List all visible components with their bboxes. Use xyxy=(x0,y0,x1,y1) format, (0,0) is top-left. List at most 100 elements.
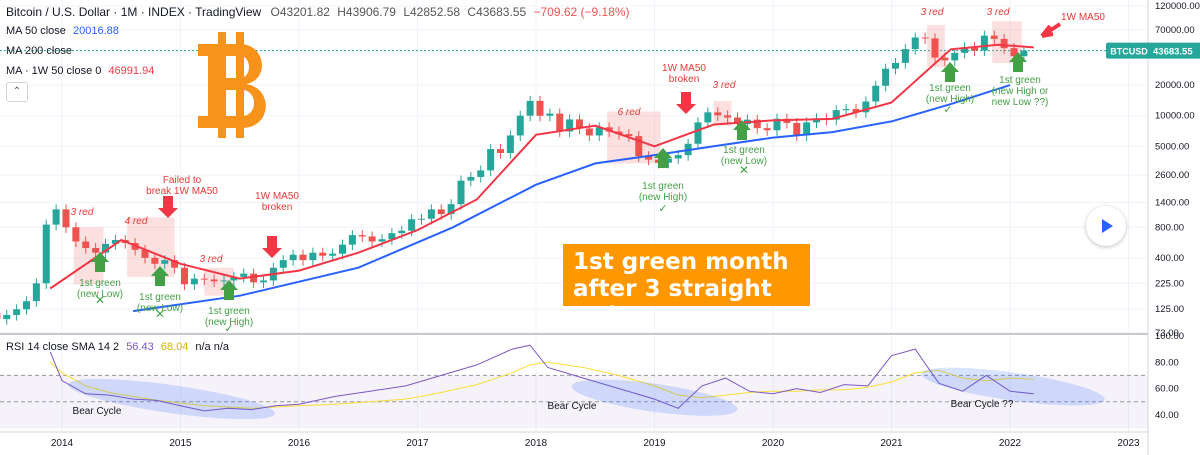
candle-body xyxy=(72,227,80,242)
candle-body xyxy=(418,218,425,220)
x-tick-label: 2023 xyxy=(1117,438,1140,449)
candle-body xyxy=(220,280,228,282)
first-green-label: new Low ??) xyxy=(992,97,1049,108)
ohlc-change: −709.62 (−9.18%) xyxy=(533,5,630,19)
candle-body xyxy=(803,122,811,136)
candle-body xyxy=(941,57,949,61)
candle-body xyxy=(714,112,722,116)
candle-body xyxy=(1000,38,1008,49)
candle-body xyxy=(971,47,978,51)
candle-body xyxy=(398,230,406,234)
bitcoin-logo-icon xyxy=(198,32,266,138)
y-tick-label: 400.00 xyxy=(1155,253,1184,264)
banner-line-1: 1st green month xyxy=(573,249,789,275)
candle-body xyxy=(763,128,771,131)
first-green-label: 1st green xyxy=(208,306,250,317)
ma200-legend[interactable]: MA 200 close xyxy=(6,45,72,57)
rsi-line xyxy=(49,344,1034,412)
candle-body xyxy=(388,233,396,240)
bear-cycle-label: Bear Cycle xyxy=(73,406,122,417)
chart-title: Bitcoin / U.S. Dollar · 1M · INDEX · Tra… xyxy=(6,5,262,19)
red-count-label: 3 red xyxy=(71,207,94,218)
red-count-label: 3 red xyxy=(921,7,944,18)
candle-body xyxy=(467,176,475,181)
ma200-label: MA 200 close xyxy=(6,45,73,57)
ma50-line xyxy=(132,84,1011,313)
candle-body xyxy=(279,260,287,268)
candle-body xyxy=(980,35,988,51)
check-mark-icon: ✓ xyxy=(943,104,952,116)
rsi-na-value: n/a n/a xyxy=(195,341,230,353)
candle-body xyxy=(477,170,485,177)
rsi-legend[interactable]: RSI 14 close SMA 14 2 56.43 68.04 n/a n/… xyxy=(6,341,229,353)
candle-body xyxy=(3,314,11,320)
first-green-label: (new High) xyxy=(205,317,253,328)
replay-play-button[interactable] xyxy=(1086,206,1126,246)
green-arrow-icon xyxy=(91,252,109,272)
first-green-label: (new Low) xyxy=(77,289,123,300)
x-tick-label: 2018 xyxy=(525,438,548,449)
candle-body xyxy=(32,283,40,302)
candle-body xyxy=(102,243,109,253)
collapse-legend-button[interactable]: ⌃ xyxy=(6,82,28,102)
candle-body xyxy=(13,309,21,315)
candle-body xyxy=(161,260,169,264)
grid-lines xyxy=(0,0,1148,432)
first-green-label: (new Low) xyxy=(137,303,183,314)
candle-body xyxy=(536,100,544,116)
candle-body xyxy=(951,52,959,61)
red-arrow-icon xyxy=(158,196,178,218)
cross-mark-icon: ✕ xyxy=(155,307,165,321)
ohlc-high: H43906.79 xyxy=(337,5,396,19)
first-green-label: 1st green xyxy=(929,83,971,94)
candle-body xyxy=(901,49,909,63)
red-arrow-icon xyxy=(262,236,282,258)
candle-body xyxy=(240,273,248,277)
candle-body xyxy=(862,101,870,113)
candle-body xyxy=(190,278,198,285)
candle-body xyxy=(299,254,307,261)
candle-body xyxy=(260,280,267,283)
candle-body xyxy=(52,209,60,225)
ma1w-value: 46991.94 xyxy=(108,65,155,77)
candle-body xyxy=(1010,48,1018,57)
first-green-label: (new High or xyxy=(992,86,1049,97)
x-tick-label: 2019 xyxy=(643,438,666,449)
red-count-label: 4 red xyxy=(125,216,148,227)
candle-body xyxy=(566,119,574,132)
candle-body xyxy=(931,38,939,58)
green-arrow-icon xyxy=(733,120,751,140)
bear-cycle-label: Bear Cycle ?? xyxy=(951,399,1014,410)
candle-body xyxy=(437,209,445,215)
candle-body xyxy=(309,252,317,261)
candle-body xyxy=(546,113,554,116)
candle-body xyxy=(990,35,998,39)
bear-cycle-label: Bear Cycle xyxy=(548,401,597,412)
candle-body xyxy=(961,47,969,53)
first-green-label: (new High) xyxy=(926,94,974,105)
red-arrow-icon xyxy=(1040,22,1062,38)
failed-break-label: Failed to xyxy=(163,175,202,186)
first-green-label: 1st green xyxy=(79,278,121,289)
x-tick-label: 2016 xyxy=(288,438,311,449)
ma50-legend[interactable]: MA 50 close 20016.88 xyxy=(6,25,119,37)
check-mark-icon: ✓ xyxy=(224,323,233,335)
candle-body xyxy=(62,209,70,228)
last-price-tag-bg xyxy=(1150,42,1200,59)
ma-broken-label: 1W MA50 xyxy=(255,191,299,202)
candle-body xyxy=(773,118,781,131)
red-count-label: 3 red xyxy=(987,7,1010,18)
candle-body xyxy=(82,241,90,249)
candle-body xyxy=(852,108,860,113)
last-price-tag: 43683.55 xyxy=(1153,47,1193,58)
ma-broken-label: broken xyxy=(669,74,700,85)
play-icon xyxy=(1102,219,1113,233)
candle-body xyxy=(497,149,504,154)
ma1w-line xyxy=(49,43,1034,290)
candle-body xyxy=(516,115,524,136)
ma1w-legend[interactable]: MA · 1W 50 close 0 46991.94 xyxy=(6,65,154,77)
green-arrow-icon xyxy=(220,280,238,300)
candle-body xyxy=(793,122,801,136)
